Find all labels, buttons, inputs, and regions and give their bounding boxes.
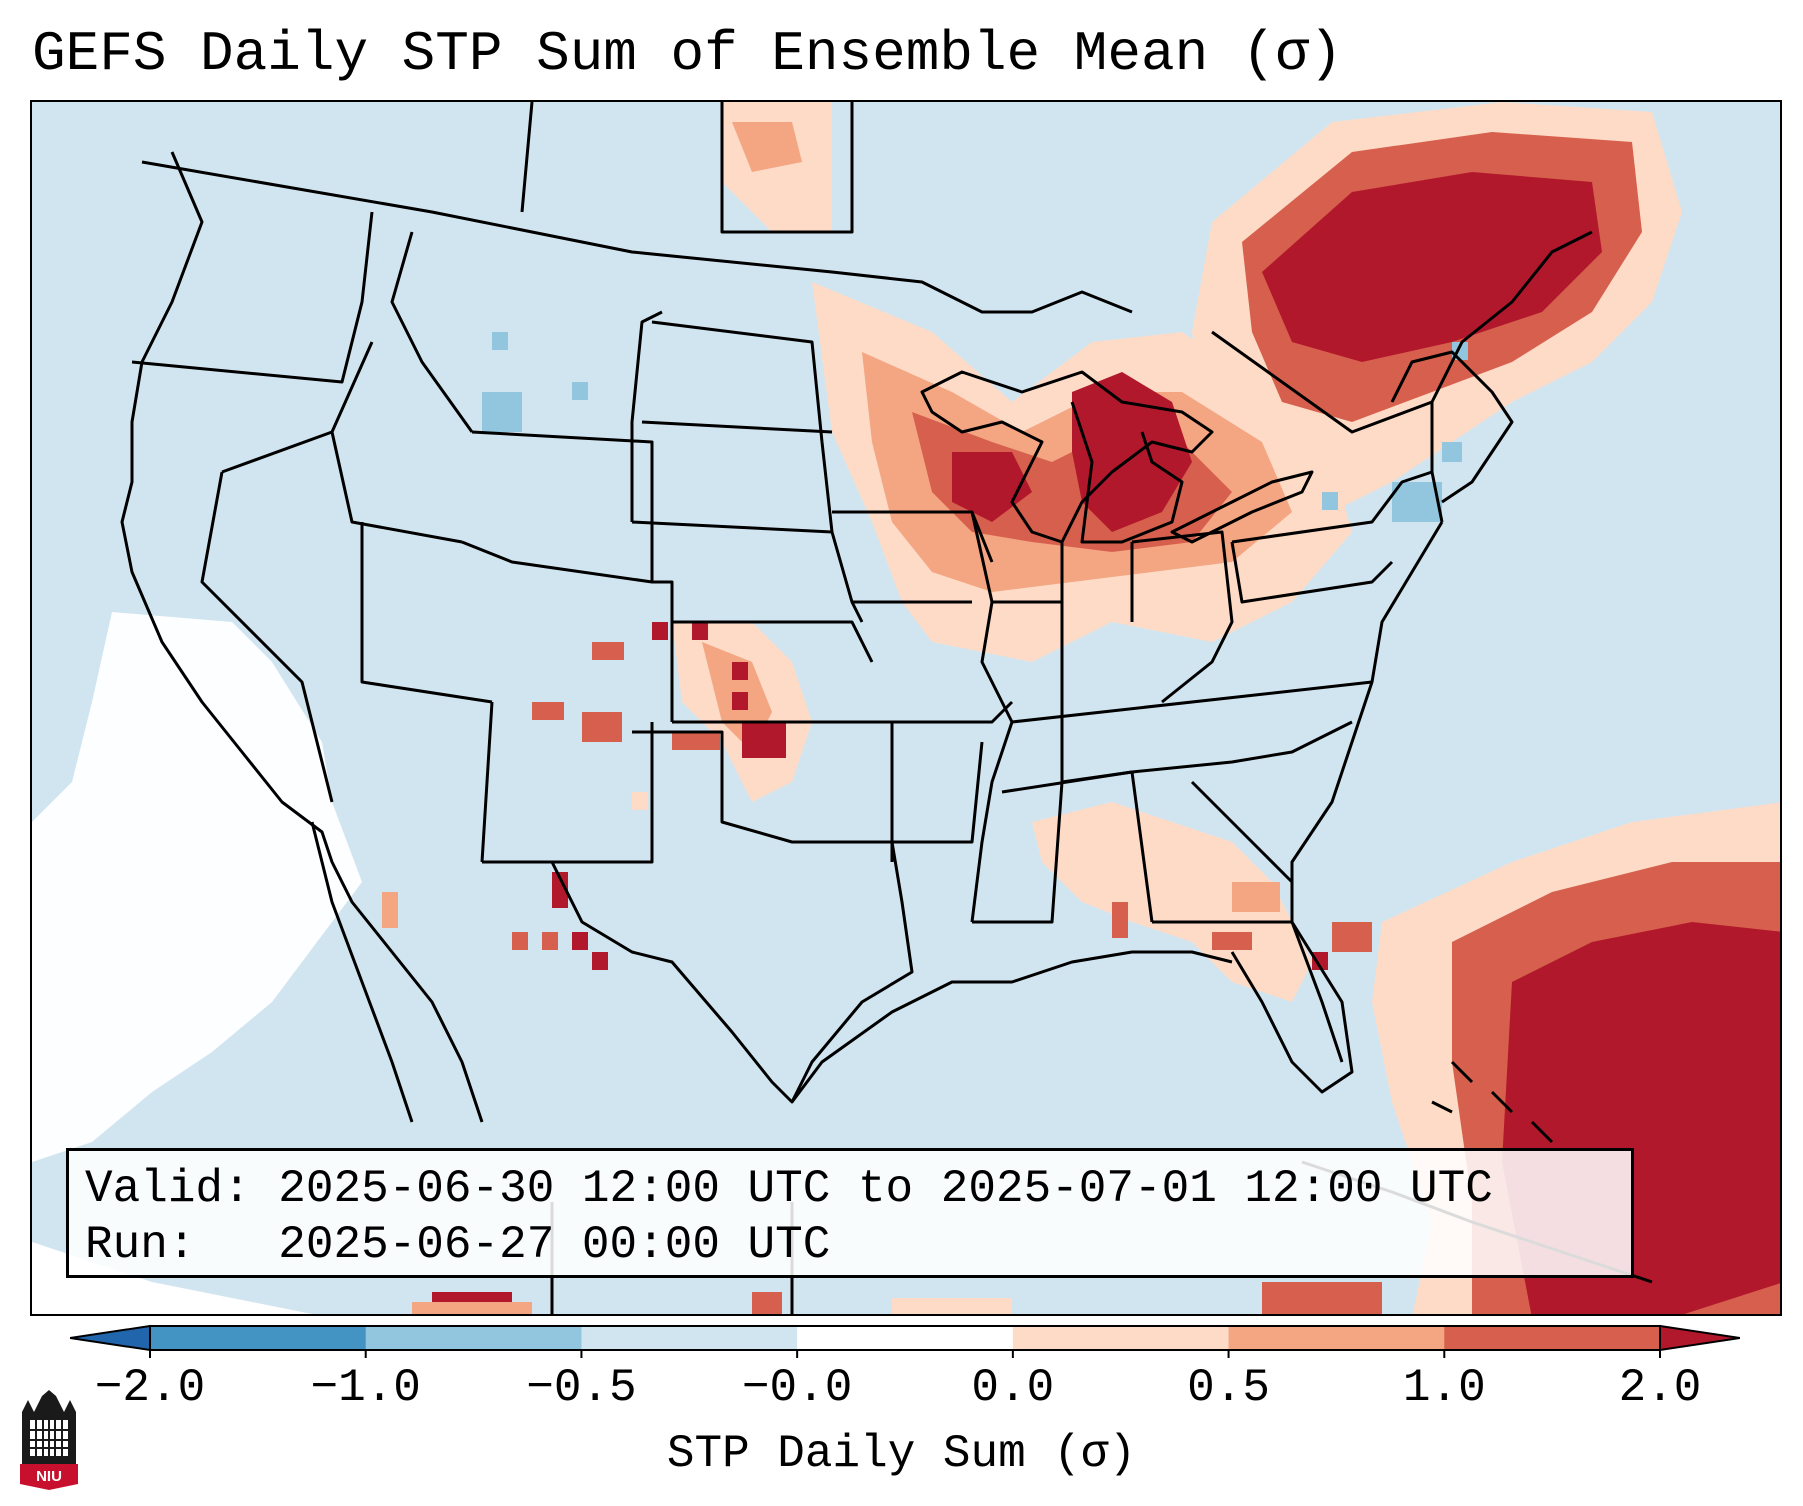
colorbar-segment (1228, 1326, 1445, 1350)
run-time: 2025-06-27 00:00 UTC (278, 1219, 831, 1271)
run-label: Run: (85, 1219, 196, 1271)
colorbar-segment (365, 1326, 582, 1350)
colorbar-tick-label: 2.0 (1618, 1362, 1702, 1414)
valid-run-info-box: Valid: 2025-06-30 12:00 UTC to 2025-07-0… (66, 1148, 1634, 1278)
state-boundaries (120, 102, 1653, 1314)
colorbar-tick-label: 0.5 (1187, 1362, 1270, 1414)
colorbar-label: STP Daily Sum (σ) (666, 1428, 1137, 1480)
valid-time-range: 2025-06-30 12:00 UTC to 2025-07-01 12:00… (278, 1163, 1493, 1215)
colorbar-outline (149, 1325, 1661, 1351)
colorbar-extend-high (1659, 1324, 1740, 1352)
colorbar-tick-label: 0.0 (971, 1362, 1055, 1414)
positive-anomaly-areas (382, 102, 1780, 1314)
niu-logo-icon: NIU (20, 1390, 78, 1490)
colorbar-segment (1444, 1326, 1661, 1350)
colorbar (70, 1324, 1740, 1358)
colorbar-ticks (149, 1350, 1661, 1358)
colorbar-segments (70, 1324, 1740, 1352)
colorbar-tick-label: −0.5 (526, 1362, 637, 1414)
colorbar-tick-label: −0.0 (741, 1362, 853, 1414)
colorbar-tick-label: −1.0 (310, 1362, 421, 1414)
colorbar-tick-label: −2.0 (94, 1362, 206, 1414)
pacific-white-area (32, 612, 362, 1314)
map-canvas (32, 102, 1780, 1314)
map-panel (30, 100, 1782, 1316)
colorbar-segment (150, 1326, 367, 1350)
niu-logo-text: NIU (36, 1468, 62, 1485)
valid-label: Valid: (85, 1163, 251, 1215)
colorbar-tick-label: 1.0 (1402, 1362, 1486, 1414)
colorbar-segment (1012, 1326, 1230, 1350)
colorbar-extend-low (70, 1324, 151, 1352)
colorbar-segment (581, 1326, 798, 1350)
negative-anomaly-areas (482, 332, 1468, 522)
colorbar-segment (797, 1326, 1014, 1350)
chart-title: GEFS Daily STP Sum of Ensemble Mean (σ) (32, 22, 1343, 86)
